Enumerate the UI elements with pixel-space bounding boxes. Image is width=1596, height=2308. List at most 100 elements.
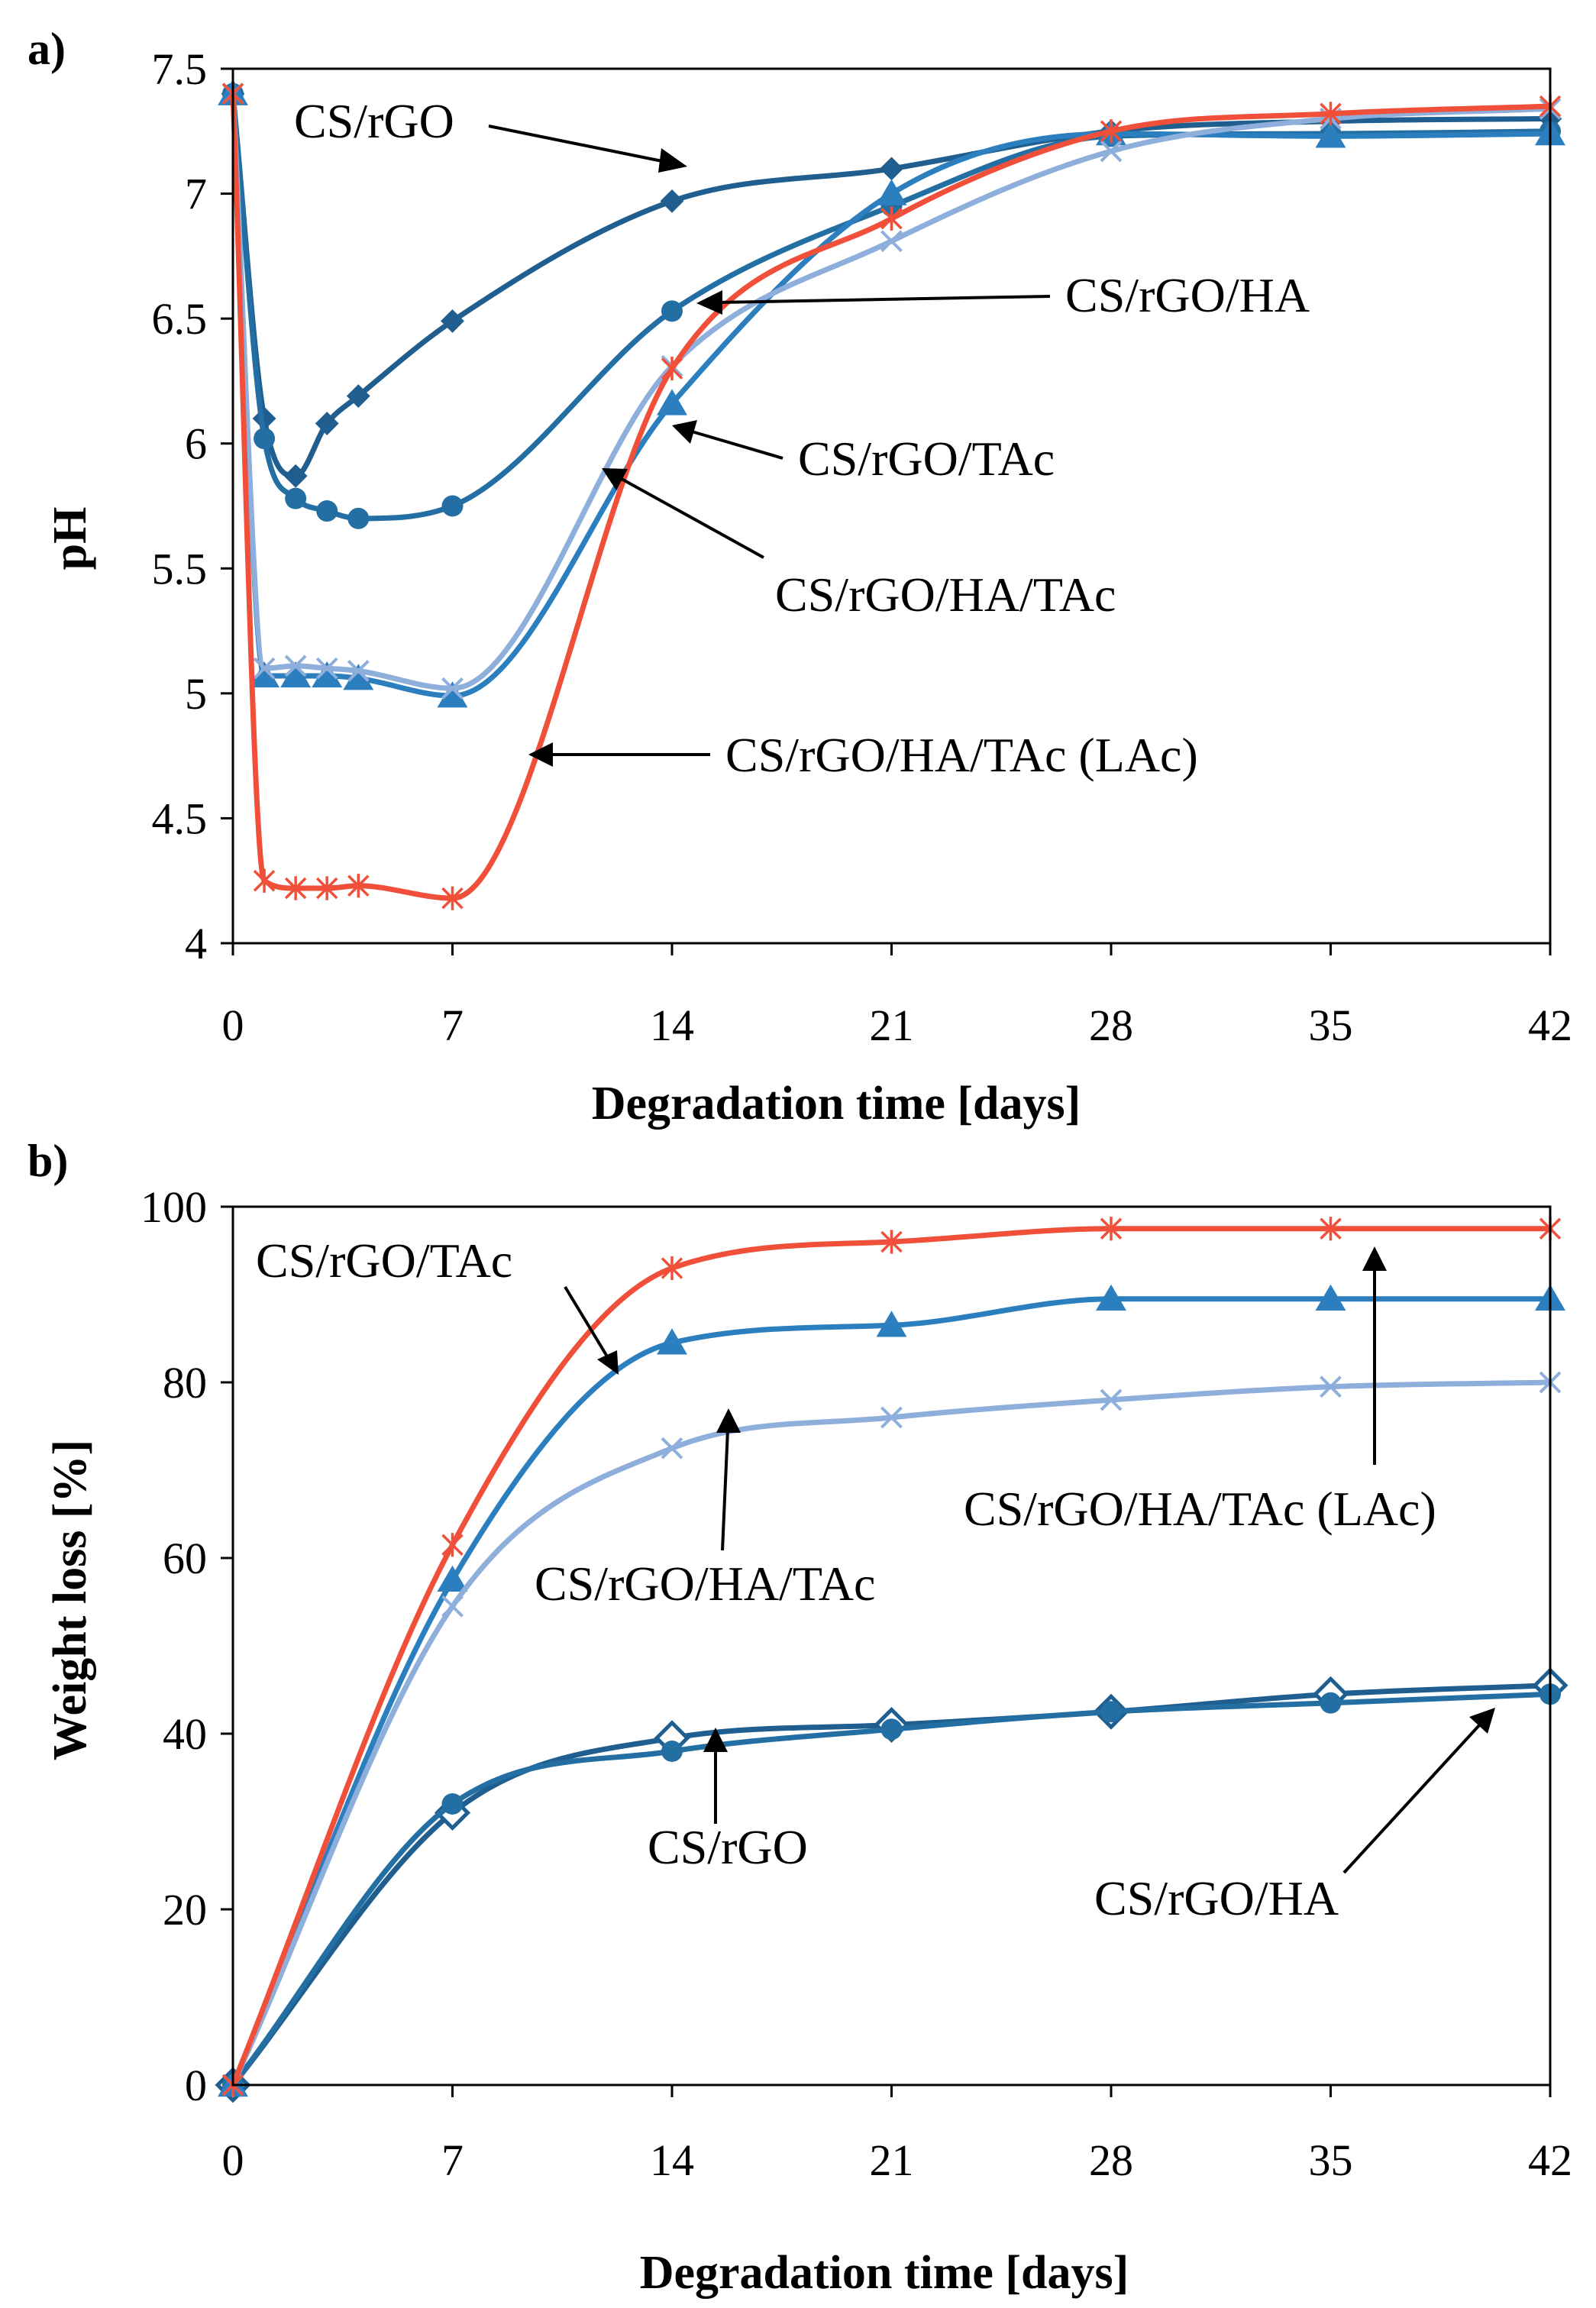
panel-a-data-point-cs-rgo [441,309,464,333]
panel-a-data-point-cs-rgo-ha-tac-lac [1100,119,1123,144]
arrowhead [658,148,687,173]
panel-a-data-point-cs-rgo-ha-tac-lac [253,868,276,893]
annotation-b-cs-rgo-ha-tac-lac-label: CS/rGO/HA/TAc (LAc) [964,1482,1436,1536]
panel-a-data-point-cs-rgo-ha [347,507,370,529]
panel-b-x-axis-title: Degradation time [days] [640,2247,1129,2299]
panel-a-data-point-cs-rgo [346,384,370,408]
panel-a-data-point-cs-rgo-ha [441,495,464,517]
panel-b-y-tick-label: 20 [163,1885,207,1935]
annotation-arrow [717,295,1051,304]
arrowhead [696,290,722,315]
panel-b-y-tick-label: 100 [141,1182,207,1232]
annotation-arrow [564,1285,609,1358]
panel-a-data-point-cs-rgo-ha-tac [347,659,370,682]
annotation-b-cs-rgo: CS/rGO [648,1728,808,1874]
panel-a-data-point-cs-rgo-ha-tac [284,655,307,677]
panel-a-data-point-cs-rgo-tac [343,664,374,690]
panel-a-data-point-cs-rgo-ha [254,428,276,450]
panel-b-x-tick-label: 28 [1089,2135,1133,2185]
panel-a-data-point-cs-rgo-ha-tac-lac [441,886,464,910]
annotation-cs-rgo-ha-tac: CS/rGO/HA/TAc [602,468,1116,622]
panel-a-data-point-cs-rgo-ha [285,487,307,509]
panel-b-data-point-cs-rgo-ha [1100,1701,1122,1723]
panel-b-y-tick-label: 80 [163,1358,207,1408]
panel-a-y-tick-label: 6.5 [152,294,208,344]
annotation-arrow [619,477,764,559]
panel-a-data-point-cs-rgo-tac [1315,121,1346,148]
panel-b-data-point-cs-rgo-ha [661,1741,683,1762]
panel-b-plot-frame [231,1205,1552,2087]
panel-b-y-tick-label: 40 [163,1709,207,1759]
panel-b-data-point-cs-rgo-ha [880,1718,903,1741]
panel-b-data-point-cs-rgo-ha-tac-lac [661,1256,683,1281]
panel-a-data-point-cs-rgo-ha-tac [880,230,903,253]
panel-a-data-point-cs-rgo-ha-tac-lac [315,876,338,900]
panel-b-data-point-cs-rgo-ha-tac [1320,1375,1342,1398]
panel-a-data-point-cs-rgo-ha-tac [315,657,338,680]
panel-a-data-point-cs-rgo-ha-tac-lac [1320,102,1342,126]
annotation-b-cs-rgo-ha: CS/rGO/HA [1094,1708,1495,1925]
annotation-arrow [488,124,667,163]
annotation-b-cs-rgo-ha-tac: CS/rGO/HA/TAc [535,1408,875,1611]
panel-a-x-tick-label: 21 [870,1000,914,1050]
annotation-cs-rgo-label: CS/rGO [294,94,454,148]
panel-a-x-axis-title: Degradation time [days] [592,1078,1081,1130]
annotation-cs-rgo-ha: CS/rGO/HA [696,268,1310,322]
panel-a-plot-frame [231,67,1552,945]
annotation-arrow [721,1429,729,1551]
arrowhead [672,420,697,444]
panel-b-y-axis-title: Weight loss [%] [44,1440,96,1760]
panel-b-data-point-cs-rgo-ha-tac-lac [880,1230,903,1254]
annotation-cs-rgo-ha-tac-lac: CS/rGO/HA/TAc (LAc) [528,728,1198,782]
panel-b-y-tick-label: 60 [163,1534,207,1583]
arrowhead [703,1728,728,1752]
panel-a-series-line-cs-rgo [230,91,1553,479]
annotation-b-cs-rgo-ha-tac-lac: CS/rGO/HA/TAc (LAc) [964,1246,1436,1536]
panel-a-data-point-cs-rgo-tac [657,389,687,415]
annotation-cs-rgo-ha-tac-label: CS/rGO/HA/TAc [775,567,1116,622]
panel-b-weight-loss-chart: b) Weight loss [%] Degradation time [day… [27,1136,1572,2299]
panel-b-data-point-cs-rgo-ha-tac-lac [441,1533,464,1557]
panel-a-data-point-cs-rgo-ha-tac-lac [661,356,683,381]
arrowhead [716,1408,741,1433]
panel-a-data-point-cs-rgo-ha [661,300,683,322]
panel-a-x-tick-label: 28 [1089,1000,1133,1050]
panel-a-data-point-cs-rgo-ha-tac [253,657,276,680]
panel-a-data-point-cs-rgo [315,412,339,435]
panel-b-data-point-cs-rgo-ha-tac [1100,1388,1123,1411]
panel-b-series-line-cs-rgo-ha-tac-lac [230,1226,1553,2088]
panel-b-series-line-cs-rgo-tac [230,1296,1553,2088]
annotation-cs-rgo: CS/rGO [294,94,687,173]
panel-a-data-point-cs-rgo-tac [249,661,280,688]
arrowhead [602,468,628,490]
panel-a-data-point-cs-rgo-ha [316,500,338,522]
panel-a-y-tick-label: 7.5 [152,44,208,94]
panel-a-data-point-cs-rgo-ha-tac [441,677,464,700]
panel-a-y-axis-title: pH [44,507,96,571]
annotation-cs-rgo-ha-label: CS/rGO/HA [1065,268,1310,322]
panel-a-y-tick-label: 4.5 [152,794,208,843]
annotation-arrow [691,430,783,460]
annotation-arrow [1342,1723,1481,1874]
panel-a-data-point-cs-rgo-tac [280,661,312,688]
panel-a-x-tick-label: 14 [650,1000,694,1050]
panel-b-series-cs-rgo-ha-tac-lac [221,1217,1562,2097]
annotation-b-cs-rgo-ha-label: CS/rGO/HA [1094,1871,1339,1925]
annotation-b-cs-rgo-label: CS/rGO [648,1820,808,1874]
panel-b-x-tick-label: 42 [1528,2135,1572,2185]
panel-a-data-point-cs-rgo-ha-tac-lac [347,874,370,898]
panel-a-y-tick-label: 5 [185,669,207,719]
panel-a-label: a) [27,24,66,74]
panel-a-series-line-cs-rgo-ha-tac-lac [230,91,1553,901]
panel-a-data-point-cs-rgo [660,189,684,213]
panel-a-x-tick-label: 35 [1309,1000,1353,1050]
panel-a-y-tick-label: 7 [185,170,207,219]
panel-b-data-point-cs-rgo-tac [437,1565,468,1592]
panel-a-data-point-cs-rgo-tac [437,681,468,708]
annotation-cs-rgo-ha-tac-lac-label: CS/rGO/HA/TAc (LAc) [725,728,1198,782]
annotation-b-cs-rgo-ha-tac-label: CS/rGO/HA/TAc [535,1556,875,1611]
arrowhead [1362,1246,1387,1271]
panel-a-ph-chart: a) pH Degradation time [days] 0 7 14 21 28 35… [27,24,1572,1130]
panel-b-data-point-cs-rgo-tac [1315,1284,1346,1311]
